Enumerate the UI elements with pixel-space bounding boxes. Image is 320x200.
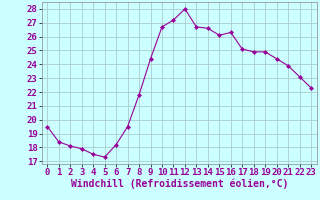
X-axis label: Windchill (Refroidissement éolien,°C): Windchill (Refroidissement éolien,°C) bbox=[70, 179, 288, 189]
